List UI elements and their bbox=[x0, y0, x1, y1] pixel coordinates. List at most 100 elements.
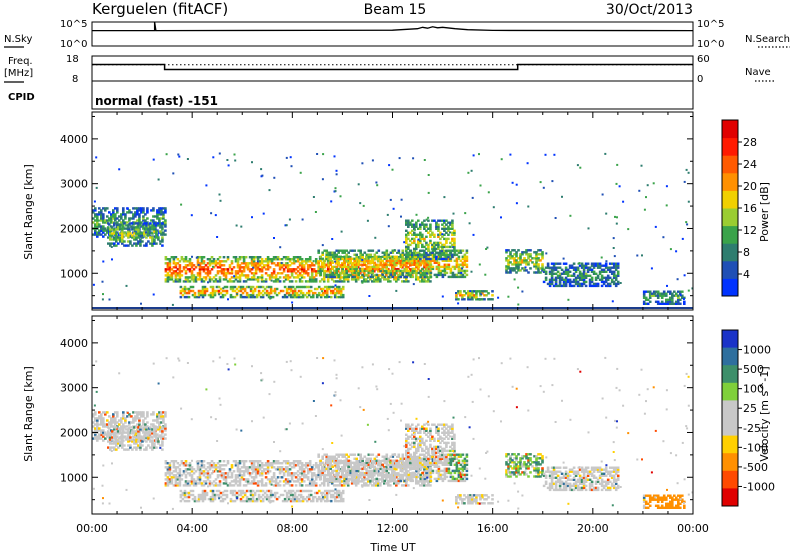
velocity-cell bbox=[405, 470, 408, 473]
power-cell bbox=[511, 269, 514, 272]
power-cell bbox=[192, 280, 196, 283]
power-cell bbox=[397, 257, 401, 260]
power-cell bbox=[188, 276, 192, 279]
power-cell bbox=[417, 238, 420, 241]
power-cell bbox=[157, 224, 160, 227]
power-cell bbox=[109, 236, 112, 239]
velocity-cell bbox=[188, 464, 192, 467]
velocity-cell bbox=[120, 417, 123, 420]
velocity-cell bbox=[242, 484, 246, 487]
velocity-cell bbox=[224, 482, 228, 485]
power-cell bbox=[535, 255, 538, 258]
velocity-cell bbox=[131, 430, 134, 433]
power-cell bbox=[314, 278, 318, 281]
velocity-cell bbox=[314, 482, 318, 485]
power-cell bbox=[332, 256, 336, 259]
power-cell bbox=[385, 265, 389, 269]
power-cell bbox=[308, 260, 312, 263]
power-cell bbox=[377, 276, 380, 279]
power-cell bbox=[544, 276, 548, 279]
power-cell bbox=[550, 266, 554, 269]
power-cell bbox=[369, 270, 372, 273]
power-cell bbox=[671, 302, 674, 305]
power-cell bbox=[349, 267, 352, 271]
power-cell bbox=[325, 273, 328, 277]
power-cell bbox=[172, 256, 176, 259]
power-cell bbox=[305, 285, 309, 289]
power-cell bbox=[437, 223, 440, 226]
velocity-cell bbox=[415, 480, 418, 483]
power-cell bbox=[240, 270, 244, 273]
power-cell bbox=[121, 242, 124, 245]
velocity-cell bbox=[237, 489, 241, 493]
power-cell bbox=[319, 293, 323, 297]
velocity-cell bbox=[198, 476, 202, 479]
velocity-cell bbox=[184, 468, 188, 471]
power-cell bbox=[100, 227, 103, 230]
velocity-cell bbox=[143, 434, 146, 437]
power-cell bbox=[363, 274, 366, 277]
velocity-cell bbox=[238, 470, 242, 473]
power-cell bbox=[367, 265, 371, 269]
velocity-cell bbox=[250, 482, 254, 485]
noise-top-right: 10^5 bbox=[697, 19, 724, 30]
velocity-cell bbox=[155, 426, 158, 429]
power-cell bbox=[345, 253, 348, 256]
velocity-cell bbox=[236, 462, 240, 465]
power-cell bbox=[122, 207, 125, 210]
power-cell bbox=[654, 300, 658, 303]
power-cell bbox=[218, 270, 222, 273]
power-cell bbox=[407, 257, 411, 260]
velocity-cell bbox=[94, 437, 97, 440]
power-cell bbox=[592, 282, 596, 286]
power-cell bbox=[439, 237, 442, 241]
power-cell bbox=[675, 302, 678, 305]
velocity-cell bbox=[128, 423, 131, 426]
power-cell bbox=[311, 293, 315, 297]
power-cell bbox=[387, 259, 391, 262]
power-cell bbox=[443, 237, 446, 241]
power-cell bbox=[452, 246, 455, 249]
power-cell bbox=[335, 271, 338, 275]
power-cell bbox=[425, 275, 429, 279]
velocity-cell bbox=[164, 482, 168, 485]
power-cell bbox=[204, 272, 208, 275]
velocity-cell bbox=[258, 464, 262, 467]
power-cell bbox=[675, 294, 678, 297]
power-cell bbox=[592, 270, 596, 273]
velocity-cell bbox=[302, 480, 306, 483]
power-cell bbox=[172, 260, 176, 263]
velocity-cell bbox=[142, 423, 145, 426]
power-cell bbox=[451, 243, 454, 247]
power-cell bbox=[133, 238, 136, 241]
velocity-cell bbox=[409, 472, 412, 475]
power-cell bbox=[561, 195, 563, 198]
power-cell bbox=[250, 276, 254, 279]
velocity-cell bbox=[266, 462, 270, 465]
power-cell bbox=[554, 262, 558, 265]
power-cell bbox=[341, 269, 344, 273]
power-cell bbox=[386, 213, 389, 216]
velocity-cell bbox=[294, 464, 298, 467]
power-cell bbox=[391, 267, 395, 271]
power-cell bbox=[302, 260, 306, 263]
power-cell bbox=[441, 245, 444, 249]
power-cell bbox=[274, 274, 278, 277]
power-cell bbox=[671, 298, 674, 301]
velocity-cell bbox=[136, 417, 139, 420]
power-cell bbox=[209, 285, 213, 289]
power-cell bbox=[564, 278, 568, 281]
velocity-cell bbox=[200, 464, 204, 467]
power-cell bbox=[326, 260, 330, 263]
velocity-cell bbox=[212, 480, 216, 483]
velocity-cell bbox=[186, 468, 190, 471]
power-cell bbox=[682, 298, 685, 300]
power-cell bbox=[366, 219, 369, 222]
power-cell bbox=[162, 211, 165, 214]
power-cell bbox=[431, 255, 435, 258]
power-cell bbox=[411, 269, 415, 273]
power-cell bbox=[246, 274, 250, 277]
power-cell bbox=[376, 184, 379, 187]
velocity-cell bbox=[137, 428, 140, 431]
velocity-cell bbox=[302, 468, 306, 471]
